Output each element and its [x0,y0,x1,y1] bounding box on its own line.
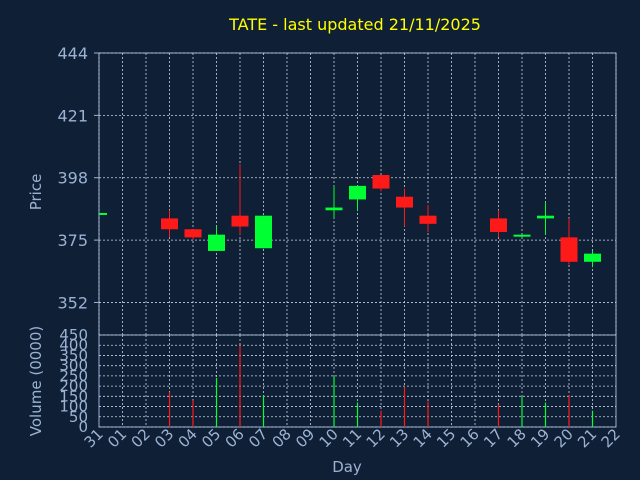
volume-tick-label: 350 [59,346,88,364]
price-panel: 352 375 398 421 444 [57,44,617,336]
x-tick-label: 18 [504,425,530,451]
volume-tick-label: 250 [59,367,88,385]
x-tick-label: 01 [104,425,130,451]
price-tick-label: 444 [57,44,88,63]
volume-axis-label: Volume (0000) [27,326,45,436]
price-tick-label: 421 [57,106,88,125]
x-tick-label: 12 [363,425,389,451]
volume-tick-label: 50 [69,408,88,426]
volume-tick-label: 150 [59,387,88,405]
x-tick-label: 04 [175,425,201,451]
volume-tick-label: 400 [59,336,88,354]
candle-body [372,175,390,189]
candle-body [325,207,343,211]
candle-body [419,215,437,224]
x-tick-label: 16 [457,425,483,451]
x-tick-label: 22 [598,425,624,451]
candle-body [490,218,507,232]
x-tick-label: 17 [480,425,506,451]
candle-body [349,185,366,200]
x-tick-label: 13 [386,425,412,451]
x-tick-label: 19 [527,425,553,451]
x-tick-label: 02 [128,425,154,451]
volume-tick-label: 200 [59,377,88,395]
volume-tick-label: 450 [59,326,88,344]
price-tick-label: 375 [57,231,88,250]
x-tick-label: 20 [551,425,577,451]
candle-body [184,229,202,238]
x-tick-label: 21 [574,425,600,451]
volume-tick-label: 0 [78,418,88,436]
candle-body [560,237,578,262]
price-tick-label: 352 [57,293,88,312]
candle-body [99,212,107,215]
volume-tick-label: 300 [59,357,88,375]
candle-body [231,215,249,227]
candle-body [396,196,413,208]
volume-panel: 0501001502002503003504004503101020304050… [59,326,623,451]
x-tick-label: 08 [269,425,295,451]
price-axis-label: Price [27,174,45,211]
x-tick-label: 07 [245,425,271,451]
x-tick-label: 05 [198,425,224,451]
candle-body [208,234,225,251]
candle-body [584,253,601,262]
price-tick-label: 398 [57,169,88,188]
chart-title: TATE - last updated 21/11/2025 [228,15,481,34]
candle-body [513,234,531,237]
x-tick-label: 06 [222,425,248,451]
x-tick-label: 03 [151,425,177,451]
x-tick-label: 14 [410,425,436,451]
candle-body [255,215,272,249]
candle-body [537,215,554,219]
x-tick-label: 15 [433,425,459,451]
x-tick-label: 11 [339,425,365,451]
candle-body [161,218,178,230]
x-tick-label: 09 [292,425,318,451]
volume-tick-label: 100 [59,398,88,416]
x-tick-label: 10 [316,425,342,451]
x-axis-label: Day [332,458,362,476]
